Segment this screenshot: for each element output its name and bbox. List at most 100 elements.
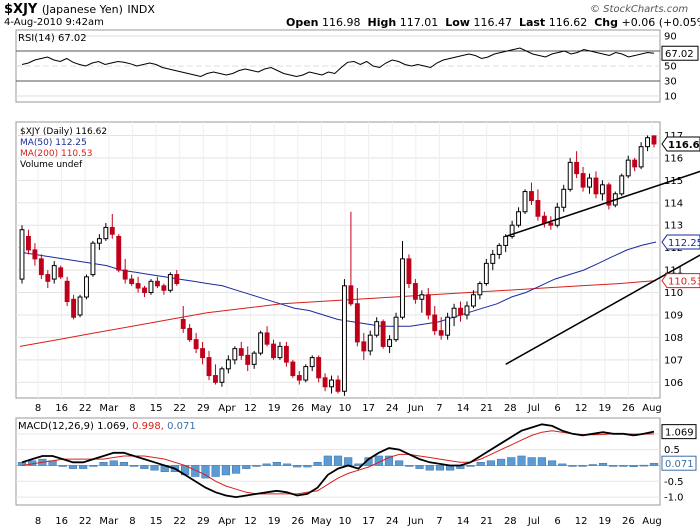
macd-histogram-bar [649, 462, 659, 466]
macd-histogram-bar [507, 457, 516, 466]
price-x-label: 7 [436, 403, 442, 414]
macd-x-label: Apr [218, 516, 236, 527]
macd-histogram-bar [588, 464, 597, 466]
macd-x-label: 12 [575, 516, 588, 527]
candle-body [245, 354, 251, 365]
candle-body [400, 258, 405, 318]
candle-body [19, 229, 25, 280]
symbol: $XJY [4, 2, 38, 17]
macd-histogram-bar [303, 465, 312, 468]
price-x-label: 26 [291, 403, 304, 414]
candle-body [606, 184, 612, 206]
candle-body [632, 159, 638, 168]
price-x-label: 14 [457, 403, 470, 414]
macd-histogram-bar [272, 462, 281, 466]
macd-histogram-bar [639, 464, 648, 467]
candle-body [290, 361, 296, 377]
macd-histogram-bar [619, 465, 628, 467]
macd-x-label: 12 [244, 516, 257, 527]
candle-body [516, 211, 522, 226]
candle-body [361, 341, 367, 352]
macd-histogram-bar [323, 455, 332, 466]
macd-label-main: MACD(12,26,9) 1.069, [18, 421, 132, 432]
macd-histogram-bar [282, 463, 292, 466]
macd-hist-value: 0.071 [167, 421, 196, 432]
candle-body [580, 173, 586, 188]
price-legend-item: MA(200) 110.53 [20, 149, 92, 159]
candle-body [645, 137, 650, 148]
candle-body [432, 314, 438, 332]
macd-histogram-bar [537, 457, 546, 466]
candle-body [142, 287, 147, 294]
price-tick-label: 115 [664, 176, 683, 187]
open-value: 116.98 [322, 16, 361, 29]
candle-body [587, 177, 592, 188]
candle-body [354, 303, 360, 343]
candle-body [490, 253, 496, 264]
candle-body [477, 283, 483, 296]
macd-badge-value: 1.069 [665, 428, 694, 439]
macd-x-label: 24 [386, 516, 399, 527]
price-panel-frame [15, 121, 661, 399]
candle-body [567, 161, 573, 190]
macd-x-label: 15 [150, 516, 163, 527]
candle-body [264, 332, 270, 345]
candle-body [271, 343, 276, 359]
macd-histogram-bar [578, 465, 587, 467]
macd-histogram-bar [425, 465, 434, 471]
macd-histogram-bar [497, 458, 506, 466]
price-x-label: May [311, 403, 332, 414]
macd-histogram-bar [344, 457, 353, 466]
macd-histogram-bar [140, 465, 149, 469]
macd-histogram-bar [252, 465, 261, 467]
macd-tick-label: -0.5 [664, 477, 684, 488]
quote-summary: Open 116.98 High 117.01 Low 116.47 Last … [286, 16, 700, 29]
price-x-label: 10 [339, 403, 352, 414]
macd-value-badge [661, 424, 697, 440]
last-price-value: 116.62 [668, 140, 700, 151]
price-x-label: 8 [129, 403, 135, 414]
macd-histogram-bar [384, 455, 394, 466]
candle-body [593, 177, 599, 195]
candle-body [574, 161, 580, 175]
macd-histogram-bar [201, 465, 210, 479]
candle-body [445, 316, 451, 336]
price-tick-label: 109 [664, 310, 683, 321]
price-x-label: 17 [362, 403, 375, 414]
macd-histogram-bar [466, 465, 475, 467]
macd-histogram-bar [79, 465, 88, 469]
candle-body [483, 262, 489, 285]
ma200-value: 110.53 [668, 277, 700, 288]
candle-body [251, 352, 257, 365]
low-label: Low [445, 16, 470, 29]
macd-histogram-bar [395, 460, 404, 466]
candle-body [496, 244, 502, 255]
chg-label: Chg [594, 16, 618, 29]
macd-x-label: 29 [197, 516, 210, 527]
candle-body [380, 321, 386, 347]
macd-x-label: 21 [480, 516, 493, 527]
candle-body [84, 276, 89, 298]
price-x-label: 6 [554, 403, 560, 414]
candle-body [161, 285, 167, 291]
price-x-label: 16 [55, 403, 68, 414]
candle-body [96, 238, 102, 244]
macd-x-label: 8 [35, 516, 41, 527]
ma200-badge [661, 273, 700, 289]
candle-body [167, 274, 173, 291]
macd-histogram-bar [119, 462, 129, 466]
quote-date: 4-Aug-2010 9:42am [4, 17, 104, 28]
macd-histogram-bar [130, 465, 139, 467]
macd-histogram-bar [211, 465, 220, 477]
candle-body [45, 274, 51, 282]
price-x-label: 22 [173, 403, 186, 414]
macd-histogram-bar [558, 463, 567, 466]
candle-body [651, 135, 657, 145]
candle-body [509, 224, 515, 237]
macd-histogram-bar [150, 465, 159, 471]
macd-x-label: Jun [407, 516, 424, 527]
candle-body [322, 377, 328, 388]
candle-body [561, 188, 567, 208]
candle-body [470, 294, 476, 307]
high-label: High [367, 16, 397, 29]
